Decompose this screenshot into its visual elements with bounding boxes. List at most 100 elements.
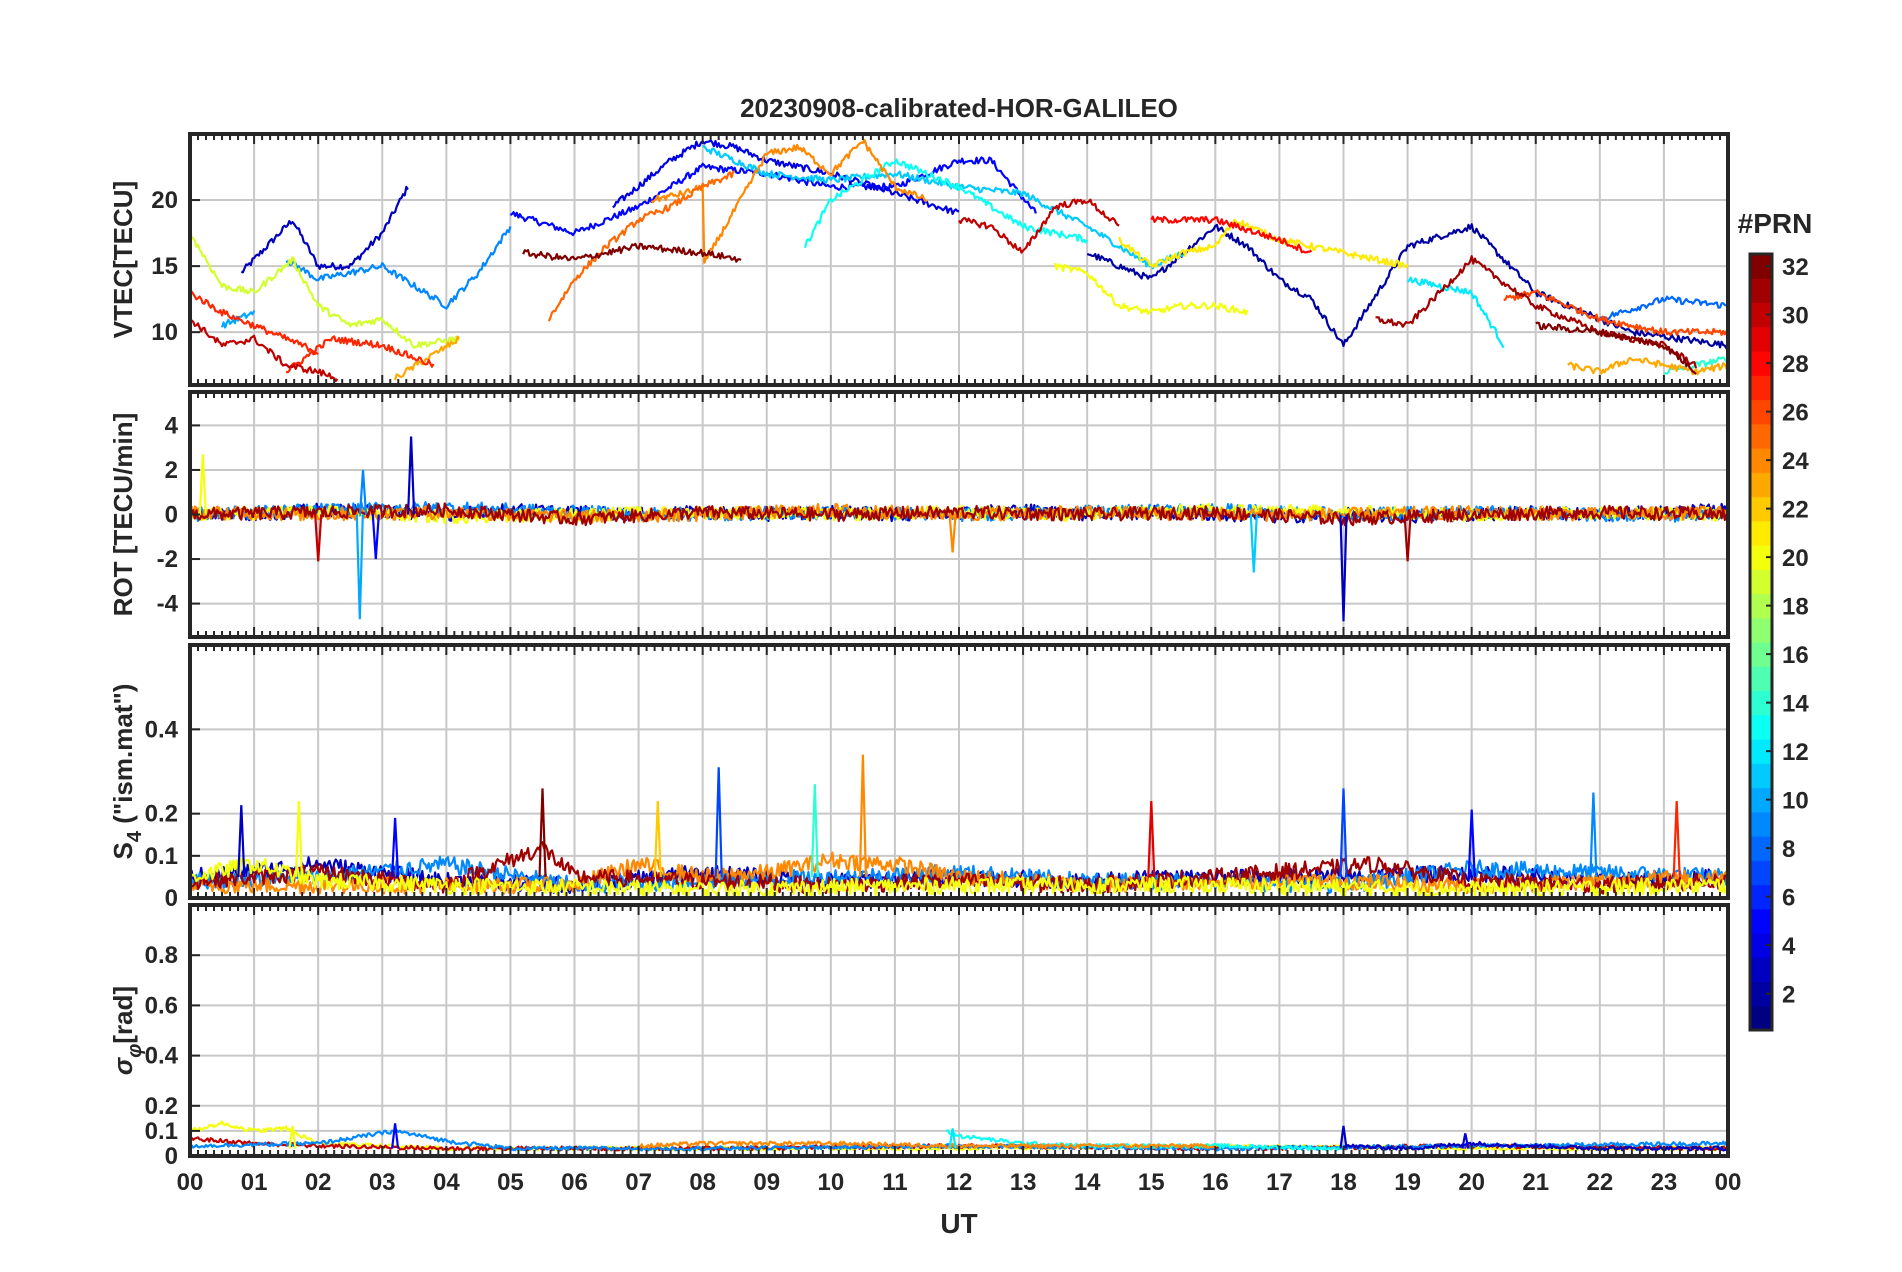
y-axis-label: VTEC[TECU] bbox=[108, 181, 138, 338]
x-tick-label: 03 bbox=[369, 1169, 396, 1196]
colorbar-tick-label: 22 bbox=[1782, 497, 1809, 524]
x-ticks bbox=[189, 905, 1729, 1156]
spike-prn-7 bbox=[1339, 788, 1348, 877]
x-tick-label: 20 bbox=[1458, 1169, 1485, 1196]
x-axis-label: UT bbox=[940, 1208, 977, 1239]
x-tick-label: 23 bbox=[1651, 1169, 1678, 1196]
series-line-prn-31 bbox=[190, 502, 1728, 527]
colorbar-band bbox=[1750, 302, 1772, 328]
colorbar-band bbox=[1750, 1005, 1772, 1031]
y-tick-label: 0.2 bbox=[145, 1093, 178, 1120]
colorbar-band bbox=[1750, 254, 1772, 279]
colorbar-band bbox=[1750, 933, 1772, 958]
spike-prn-11 bbox=[1249, 514, 1258, 573]
x-tick-label: 00 bbox=[1715, 1169, 1742, 1196]
spike-prn-31 bbox=[1403, 514, 1412, 562]
x-tick-label: 04 bbox=[433, 1169, 460, 1196]
series-line-prn-24 bbox=[638, 1140, 1217, 1149]
y-tick-label: 15 bbox=[151, 253, 178, 280]
colorbar-tick-label: 2 bbox=[1782, 982, 1795, 1009]
x-tick-label: 05 bbox=[497, 1169, 524, 1196]
colorbar-tick-label: 8 bbox=[1782, 836, 1795, 863]
series-line-prn-28 bbox=[1150, 215, 1313, 254]
spike-prn-4 bbox=[1461, 1133, 1470, 1149]
x-tick-label: 07 bbox=[625, 1169, 652, 1196]
y-tick-label: -4 bbox=[157, 591, 179, 618]
x-ticks bbox=[189, 134, 1729, 385]
colorbar-tick-label: 18 bbox=[1782, 594, 1809, 621]
y-label-subscript: 4 bbox=[124, 830, 146, 842]
series-line-prn-24 bbox=[190, 503, 1728, 524]
colorbar-band bbox=[1750, 981, 1772, 1007]
x-tick-label: 17 bbox=[1266, 1169, 1293, 1196]
colorbar-band bbox=[1750, 375, 1772, 401]
colorbar-tick-label: 12 bbox=[1782, 739, 1809, 766]
x-tick-label: 19 bbox=[1394, 1169, 1421, 1196]
y-tick-label: 0.1 bbox=[145, 1118, 178, 1145]
series-line-prn-8 bbox=[1599, 295, 1728, 322]
series-line-prn-12 bbox=[1406, 276, 1505, 349]
y-tick-label: 0.4 bbox=[145, 1043, 179, 1070]
colorbar-tick-label: 10 bbox=[1782, 788, 1809, 815]
x-tick-label: 00 bbox=[177, 1169, 204, 1196]
x-tick-label: 02 bbox=[305, 1169, 332, 1196]
colorbar-band bbox=[1750, 642, 1772, 667]
spike-prn-7 bbox=[714, 767, 723, 877]
x-tick-label: 11 bbox=[882, 1169, 907, 1196]
y-label-main: S bbox=[108, 842, 138, 859]
y-tick-label: 0.6 bbox=[145, 992, 178, 1019]
colorbar-band bbox=[1750, 545, 1772, 570]
x-tick-label: 16 bbox=[1202, 1169, 1229, 1196]
spike-prn-22 bbox=[653, 800, 662, 877]
series-line-prn-23 bbox=[1567, 356, 1728, 376]
y-tick-label: 0.1 bbox=[145, 843, 178, 870]
panel-rot: -4 -2 0 2 4 ROT [TECU/min] bbox=[108, 390, 1730, 639]
x-tick-label: 08 bbox=[689, 1169, 716, 1196]
spike-prn-3 bbox=[1339, 514, 1348, 622]
y-tick-label: -2 bbox=[157, 546, 178, 573]
colorbar-band bbox=[1750, 351, 1772, 376]
gridlines bbox=[189, 905, 1729, 1157]
colorbar-tick-label: 28 bbox=[1782, 351, 1809, 378]
plot-area bbox=[190, 139, 1728, 382]
spike-prn-27 bbox=[1672, 800, 1681, 877]
x-tick-label: 14 bbox=[1074, 1169, 1101, 1196]
panel-s4: 00.10.20.4S4 ("ism.mat") bbox=[108, 643, 1730, 912]
spike-prn-24 bbox=[948, 514, 957, 553]
spike-prn-20 bbox=[198, 454, 207, 515]
series-line-prn-30 bbox=[190, 318, 339, 382]
series-line-prn-25 bbox=[547, 170, 735, 322]
colorbar-band bbox=[1750, 787, 1772, 813]
colorbar-tick-label: 16 bbox=[1782, 642, 1809, 669]
colorbar-band bbox=[1750, 399, 1772, 425]
spike-prn-9 bbox=[358, 469, 368, 515]
x-tick-label: 12 bbox=[946, 1169, 973, 1196]
series-line-prn-13 bbox=[945, 1129, 1344, 1152]
series-line-prn-27 bbox=[190, 290, 319, 355]
y-tick-label: 0 bbox=[165, 502, 178, 529]
x-tick-label: 13 bbox=[1010, 1169, 1037, 1196]
colorbar-band bbox=[1750, 860, 1772, 886]
series-line-prn-20 bbox=[1054, 262, 1249, 316]
spike-prn-20 bbox=[288, 1125, 297, 1149]
spike-prn-3 bbox=[407, 436, 416, 515]
series-line-prn-3 bbox=[240, 185, 409, 274]
spike-prn-24 bbox=[858, 754, 867, 877]
x-tick-label: 09 bbox=[753, 1169, 780, 1196]
y-label-main: σ bbox=[108, 1056, 138, 1075]
y-axis-label: S4 ("ism.mat") bbox=[108, 684, 146, 860]
series-line-prn-32 bbox=[1535, 321, 1697, 375]
colorbar-band bbox=[1750, 957, 1772, 983]
x-tick-label: 22 bbox=[1586, 1169, 1613, 1196]
y-tick-label: 0.8 bbox=[145, 942, 178, 969]
spike-prn-3 bbox=[1339, 1125, 1348, 1149]
colorbar-band bbox=[1750, 714, 1772, 740]
colorbar-tick-label: 20 bbox=[1782, 545, 1809, 572]
colorbar-band bbox=[1750, 836, 1772, 861]
spike-prn-5 bbox=[371, 514, 380, 560]
colorbar-band bbox=[1750, 278, 1772, 304]
colorbar-label: #PRN bbox=[1738, 208, 1813, 239]
series-line-prn-4 bbox=[612, 139, 960, 215]
plot-area bbox=[190, 436, 1728, 622]
